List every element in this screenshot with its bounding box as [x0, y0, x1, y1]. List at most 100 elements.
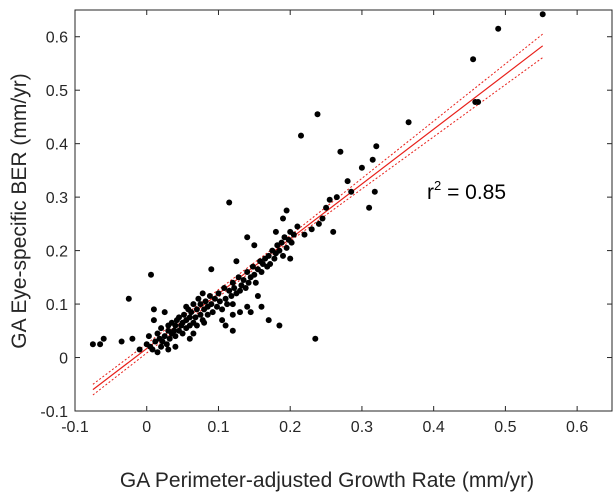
data-point: [161, 309, 168, 316]
y-tick-label: -0.1: [40, 404, 68, 421]
data-point: [294, 223, 301, 230]
data-point: [136, 346, 143, 353]
data-point: [470, 56, 477, 63]
data-point: [100, 335, 107, 342]
y-tick-label: 0.6: [46, 30, 68, 47]
data-point: [201, 319, 208, 326]
data-point: [197, 301, 204, 308]
data-point: [290, 231, 297, 238]
r-squared-value: = 0.85: [441, 181, 506, 204]
data-point: [251, 242, 258, 249]
data-point: [190, 301, 197, 308]
data-point: [229, 301, 236, 308]
data-point: [319, 215, 326, 222]
y-tick-label: 0: [59, 351, 68, 368]
data-point: [158, 343, 165, 350]
data-point: [204, 311, 211, 318]
data-point: [344, 178, 351, 185]
data-point: [161, 333, 168, 340]
data-point: [287, 255, 294, 262]
data-point: [229, 311, 236, 318]
data-point: [125, 295, 132, 302]
x-axis-label: GA Perimeter-adjusted Growth Rate (mm/yr…: [120, 469, 534, 492]
data-point: [247, 309, 254, 316]
data-point: [148, 271, 154, 278]
y-tick-label: 0.3: [46, 190, 68, 207]
x-tick-label: 0.4: [423, 419, 445, 436]
data-point: [193, 306, 200, 313]
plot-area: [89, 11, 546, 396]
data-point: [183, 303, 190, 310]
data-point: [278, 239, 285, 246]
data-point: [369, 156, 376, 163]
data-point: [193, 322, 200, 329]
data-point: [258, 303, 265, 310]
data-point: [240, 277, 247, 283]
data-point: [190, 330, 197, 337]
data-point: [280, 215, 286, 222]
axes-box: [74, 9, 613, 412]
data-point: [229, 279, 236, 286]
data-point: [209, 309, 216, 316]
x-tick-label: 0: [142, 419, 151, 436]
data-point: [330, 228, 337, 235]
data-point: [238, 282, 245, 289]
data-point: [258, 269, 265, 275]
data-point: [192, 314, 199, 321]
data-point: [226, 287, 233, 294]
data-point: [373, 143, 380, 150]
r-squared-base: r: [427, 181, 434, 204]
data-point: [163, 341, 170, 348]
data-point: [252, 279, 259, 286]
data-point: [195, 295, 202, 302]
data-point: [254, 293, 261, 299]
y-tick-label: 0.5: [46, 83, 68, 100]
data-point: [176, 314, 182, 321]
data-point: [186, 314, 193, 321]
data-point: [272, 228, 279, 235]
data-point: [219, 306, 226, 313]
data-point: [197, 311, 204, 318]
data-point: [222, 295, 229, 302]
data-point: [150, 317, 157, 324]
data-point: [267, 261, 274, 267]
data-point: [251, 271, 258, 278]
data-point: [288, 239, 295, 246]
data-point: [312, 335, 319, 342]
data-point: [224, 301, 231, 308]
data-point: [221, 285, 228, 291]
data-point: [228, 293, 235, 299]
data-point: [118, 338, 125, 345]
data-point: [244, 303, 251, 310]
data-point: [152, 338, 159, 345]
data-point: [166, 335, 173, 342]
r-squared-annotation: r2 = 0.85: [427, 178, 506, 204]
data-point: [215, 290, 222, 297]
data-point: [214, 303, 220, 310]
data-point: [314, 111, 321, 118]
axes: -0.1 0 0.1 0.2 0.3 0.4 0.5 0.6 -0.1 0 0.1 0.2 0.3 0.4…: [40, 9, 613, 436]
x-tick-label: 0.1: [207, 419, 229, 436]
data-point: [298, 132, 304, 139]
data-point: [89, 341, 96, 348]
data-point: [244, 234, 251, 241]
data-point: [219, 317, 226, 324]
data-point: [171, 327, 177, 334]
data-point: [326, 196, 333, 203]
data-point: [348, 188, 355, 195]
data-point: [208, 301, 215, 308]
data-point: [371, 188, 378, 195]
y-tick-label: 0.2: [46, 244, 68, 261]
data-point: [188, 309, 195, 316]
data-point: [337, 148, 344, 155]
data-point: [229, 327, 236, 334]
y-axis-label: GA Eye-specific BER (mm/yr): [8, 73, 31, 348]
data-point: [315, 220, 322, 227]
x-tick-label: 0.3: [351, 419, 373, 436]
data-point: [323, 204, 330, 211]
data-point: [216, 298, 223, 305]
data-point: [145, 333, 152, 340]
data-point: [281, 234, 288, 241]
x-tick-label: 0.2: [279, 419, 301, 436]
data-point: [181, 311, 187, 318]
